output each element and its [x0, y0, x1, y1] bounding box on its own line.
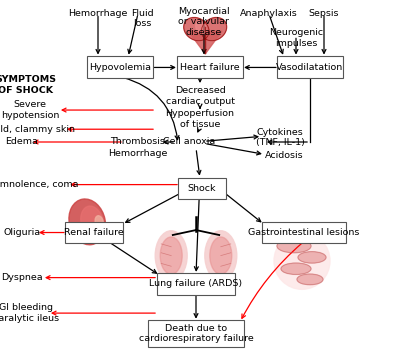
FancyBboxPatch shape: [157, 273, 235, 295]
Text: Lung failure (ARDS): Lung failure (ARDS): [150, 279, 242, 289]
Text: Acidosis: Acidosis: [265, 151, 303, 160]
Ellipse shape: [277, 239, 311, 253]
Ellipse shape: [160, 237, 182, 274]
Text: Sepsis: Sepsis: [309, 9, 339, 18]
Ellipse shape: [210, 237, 232, 274]
Ellipse shape: [155, 231, 187, 280]
Ellipse shape: [281, 263, 311, 274]
Text: Gastrointestinal lesions: Gastrointestinal lesions: [248, 228, 360, 237]
Text: Anaphylaxis: Anaphylaxis: [240, 9, 298, 18]
Text: Neurogenic
impulses: Neurogenic impulses: [269, 28, 323, 48]
Text: GI bleeding
Paralytic ileus: GI bleeding Paralytic ileus: [0, 304, 59, 323]
Text: Death due to
cardiorespiratory failure: Death due to cardiorespiratory failure: [139, 324, 253, 343]
Text: Shock: Shock: [188, 184, 216, 193]
Polygon shape: [188, 31, 222, 54]
Text: Somnolence, coma: Somnolence, coma: [0, 180, 78, 189]
FancyBboxPatch shape: [262, 222, 346, 243]
Text: Oliguria: Oliguria: [4, 228, 40, 237]
Ellipse shape: [205, 231, 237, 280]
FancyBboxPatch shape: [87, 56, 153, 78]
Text: Heart failure: Heart failure: [180, 63, 240, 72]
Ellipse shape: [184, 17, 209, 41]
Ellipse shape: [201, 17, 227, 41]
Text: Renal failure: Renal failure: [64, 228, 124, 237]
Text: Hypovolemia: Hypovolemia: [89, 63, 151, 72]
Text: Vasodilatation: Vasodilatation: [276, 63, 344, 72]
Ellipse shape: [274, 233, 330, 289]
Text: Cytokines
(TNF, IL-1): Cytokines (TNF, IL-1): [256, 128, 304, 147]
Text: Edema: Edema: [5, 137, 38, 147]
FancyBboxPatch shape: [65, 222, 123, 243]
Text: Severe
hypotension: Severe hypotension: [1, 100, 59, 120]
Text: SYMPTOMS
OF SHOCK: SYMPTOMS OF SHOCK: [0, 76, 56, 95]
FancyBboxPatch shape: [277, 56, 343, 78]
Ellipse shape: [81, 206, 103, 238]
Ellipse shape: [297, 274, 323, 285]
FancyBboxPatch shape: [178, 178, 226, 199]
Text: Hemorrhage: Hemorrhage: [68, 9, 128, 18]
Text: Cold, clammy skin: Cold, clammy skin: [0, 125, 76, 134]
Text: Decreased
cardiac output: Decreased cardiac output: [166, 86, 234, 105]
Text: Thrombosis: Thrombosis: [110, 137, 166, 147]
Text: Fluid
loss: Fluid loss: [131, 9, 153, 28]
Ellipse shape: [196, 22, 207, 33]
Text: Myocardial
or valvular
disease: Myocardial or valvular disease: [178, 7, 230, 37]
Text: Cell anoxia: Cell anoxia: [163, 137, 215, 147]
Text: Hemorrhage: Hemorrhage: [108, 149, 168, 158]
Ellipse shape: [298, 252, 326, 263]
Ellipse shape: [69, 199, 106, 245]
FancyBboxPatch shape: [148, 320, 244, 347]
FancyBboxPatch shape: [177, 56, 243, 78]
Text: Hypoperfusion
of tissue: Hypoperfusion of tissue: [166, 109, 234, 129]
Text: Dyspnea: Dyspnea: [1, 273, 43, 282]
Ellipse shape: [95, 216, 103, 228]
